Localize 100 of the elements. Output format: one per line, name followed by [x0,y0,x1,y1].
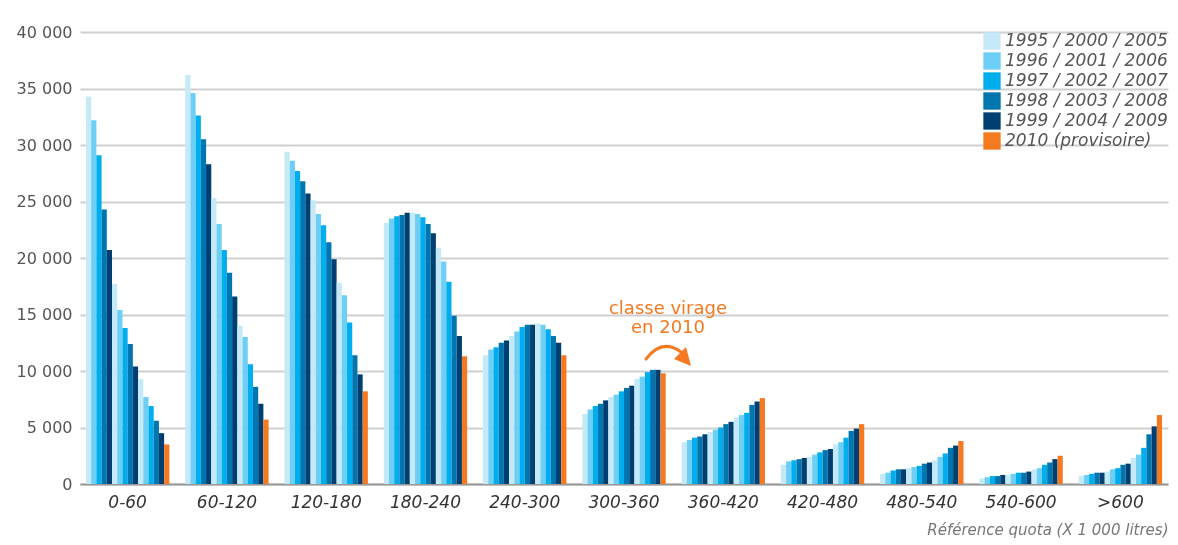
bar [326,242,332,484]
bar [415,213,421,484]
bar [603,400,609,484]
bar [744,412,750,484]
bar [305,193,311,484]
bar [618,391,624,484]
bar [441,261,447,484]
bar [1041,464,1048,484]
bar [592,406,598,484]
bar [519,326,525,484]
bar [812,454,818,484]
bar [446,281,452,484]
bar [1026,471,1032,484]
bar [681,442,687,484]
legend-label: 1997 / 2002 / 2007 [1005,70,1169,90]
bar [488,349,494,484]
legend-label: 1995 / 2000 / 2005 [1005,30,1168,50]
bar [1151,426,1157,484]
bar [733,417,739,484]
bar [728,421,734,484]
bar [1125,463,1131,484]
bar [911,467,917,484]
bar [258,403,264,484]
bar [989,476,996,484]
bar [906,468,912,484]
bar [1094,472,1100,484]
bar [958,441,964,484]
x-tick-label: 180-240 [389,491,461,512]
bar [221,250,227,484]
bar [738,415,745,484]
bar [336,282,342,484]
bar [597,403,604,484]
y-tick-label: 25 000 [16,192,73,211]
bar [885,472,891,484]
bar [122,328,128,484]
bar [587,409,593,484]
y-tick-label: 0 [62,474,73,494]
bar [880,473,886,484]
bar [524,324,530,484]
bar [315,213,321,484]
legend-label: 1996 / 2001 / 2006 [1005,50,1169,70]
bar [341,295,348,484]
bar [1099,472,1105,484]
bar [211,198,217,484]
bar [853,428,860,484]
bar [509,335,515,484]
bar [347,322,353,484]
bar [1083,474,1090,484]
bar [655,369,661,484]
x-tick-label: 420-480 [787,491,859,512]
bar [1089,473,1095,484]
bar [692,437,698,484]
bar [848,430,854,484]
bar [1141,447,1147,484]
bar [247,364,253,484]
bar [498,342,504,484]
x-axis-title: Référence quota (X 1 000 litres) [927,520,1169,539]
bar [357,374,363,484]
bar [827,448,833,484]
bar [388,218,395,484]
bar [91,120,97,484]
bar [493,347,499,484]
bar [1109,469,1116,484]
bar [320,225,327,484]
bar [1000,474,1006,484]
bar [106,250,113,484]
bar [1010,473,1016,484]
bar [483,355,489,484]
bar [300,181,306,484]
bar [556,342,562,484]
bar [132,366,139,484]
bar [362,391,368,484]
bar [383,222,389,484]
bar [624,387,630,484]
bar [138,378,144,484]
bar [718,427,724,484]
y-tick-label: 30 000 [16,135,73,155]
bar [1104,471,1110,484]
bar [634,378,640,484]
bar [143,396,149,484]
bar [806,456,813,484]
bar [979,478,985,484]
bar [404,212,410,484]
y-tick-label: 20 000 [16,248,73,268]
bar [984,477,990,484]
bar [927,462,933,484]
bar [409,212,416,484]
bar [754,401,760,484]
bar [456,335,462,484]
bar [995,476,1001,484]
bar [582,413,588,484]
y-tick-label: 10 000 [16,361,73,381]
bar [932,460,938,484]
bar [153,420,159,484]
bar [425,224,431,484]
y-tick-label: 15 000 [16,305,73,324]
bar [514,331,520,484]
bar [190,93,196,484]
bar [1005,474,1011,484]
bar [148,406,154,484]
